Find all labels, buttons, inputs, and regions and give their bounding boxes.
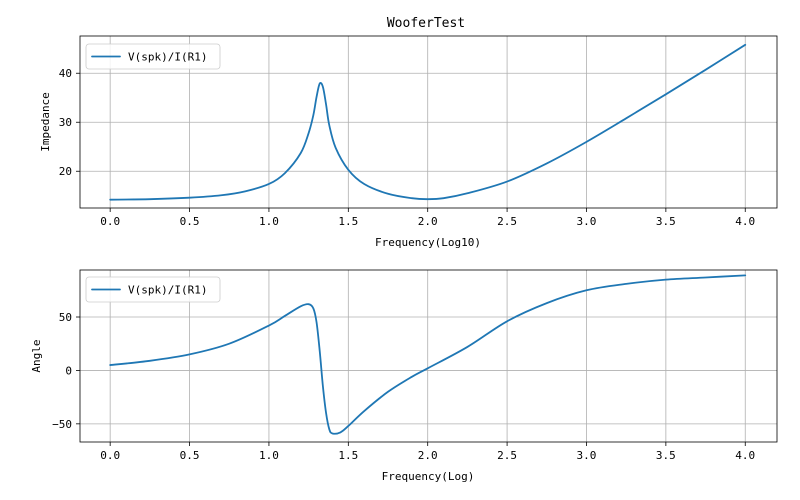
impedance-x-tick-label: 0.0 [100,215,120,228]
angle-x-tick-label: 2.5 [497,449,517,462]
angle-x-tick-label: 1.5 [338,449,358,462]
angle-y-axis-label: Angle [30,339,43,372]
impedance-x-tick-label: 2.5 [497,215,517,228]
angle-x-tick-label: 3.5 [656,449,676,462]
impedance-x-tick-label: 3.5 [656,215,676,228]
impedance-y-tick-label: 40 [59,67,72,80]
impedance-x-tick-label: 1.0 [259,215,279,228]
angle-legend-box [85,276,221,303]
angle-y-tick-label: 0 [65,364,72,377]
angle-grid [80,270,777,442]
impedance-legend: V(spk)/I(R1) [85,43,221,70]
impedance-axes-frame [79,35,778,209]
impedance-plot: 0.0 0.5 1.0 1.5 2.0 2.5 3.0 3.5 4.0 20 30 40 V(spk)… [39,35,778,249]
impedance-x-tick-label: 1.5 [338,215,358,228]
angle-ticks: 0.0 0.5 1.0 1.5 2.0 2.5 3.0 3.5 4.0 −50 0 50 [52,311,755,462]
impedance-ticks: 0.0 0.5 1.0 1.5 2.0 2.5 3.0 3.5 4.0 20 30 40 [59,67,755,228]
angle-x-tick-label: 0.0 [100,449,120,462]
angle-series-line [109,274,747,435]
angle-x-tick-label: 0.5 [180,449,200,462]
impedance-x-tick-label: 3.0 [577,215,597,228]
impedance-series-line [109,43,747,201]
angle-legend: V(spk)/I(R1) [85,276,221,303]
angle-x-axis-label: Frequency(Log) [382,470,475,483]
impedance-y-axis-label: Impedance [39,92,52,152]
angle-x-tick-label: 4.0 [735,449,755,462]
angle-plot: 0.0 0.5 1.0 1.5 2.0 2.5 3.0 3.5 4.0 −50 0 50 V(spk)… [30,269,778,483]
angle-x-tick-label: 1.0 [259,449,279,462]
impedance-x-tick-label: 0.5 [180,215,200,228]
impedance-x-axis-label: Frequency(Log10) [375,236,481,249]
impedance-x-tick-label: 4.0 [735,215,755,228]
impedance-legend-label: V(spk)/I(R1) [128,51,207,64]
impedance-grid [80,36,777,208]
figure-title: WooferTest [387,16,465,31]
angle-y-tick-label: −50 [52,418,72,431]
angle-x-tick-label: 3.0 [577,449,597,462]
angle-y-tick-label: 50 [59,311,72,324]
impedance-legend-box [85,43,221,70]
impedance-y-tick-label: 30 [59,116,72,129]
angle-legend-label: V(spk)/I(R1) [128,284,207,297]
impedance-y-tick-label: 20 [59,165,72,178]
angle-axes-frame [79,269,778,443]
angle-x-tick-label: 2.0 [418,449,438,462]
impedance-x-tick-label: 2.0 [418,215,438,228]
